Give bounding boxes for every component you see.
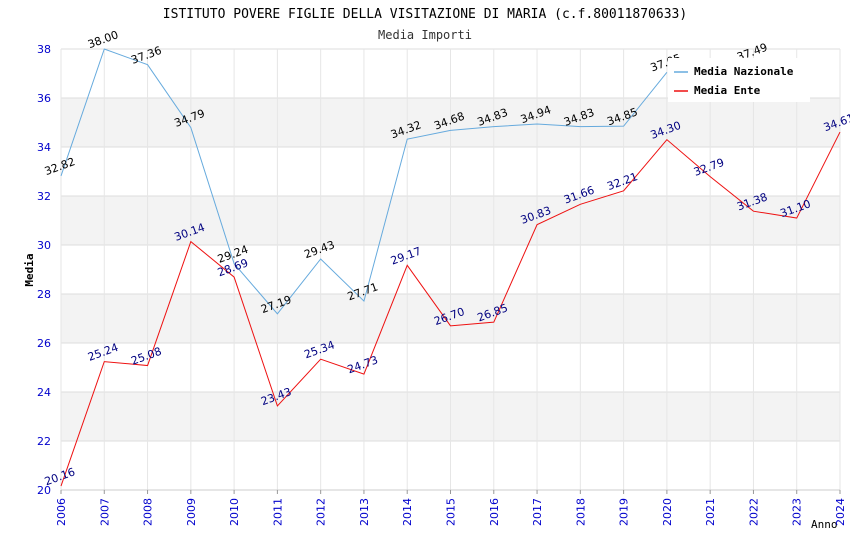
x-tick-label: 2007 xyxy=(98,498,111,526)
x-tick-label: 2021 xyxy=(704,498,717,526)
data-label-ente: 25.08 xyxy=(129,345,163,368)
x-tick-label: 2006 xyxy=(55,498,68,526)
x-tick-label: 2009 xyxy=(185,498,198,526)
y-tick-label: 26 xyxy=(37,337,51,350)
x-tick-label: 2008 xyxy=(142,498,155,526)
x-axis-ticks: 2006 2007 2008 2009 2010 2011 2012 2013 2014 2015… xyxy=(55,490,847,526)
x-tick-label: 2016 xyxy=(488,498,501,526)
x-tick-label: 2024 xyxy=(834,498,847,526)
x-tick-label: 2011 xyxy=(271,498,284,526)
x-tick-label: 2020 xyxy=(661,498,674,526)
x-tick-label: 2023 xyxy=(791,498,804,526)
data-label-ente: 29.17 xyxy=(389,245,423,268)
data-label-ente: 25.24 xyxy=(86,341,120,364)
series-line-nazionale xyxy=(60,48,668,315)
x-axis-label: Anno xyxy=(811,518,838,531)
y-tick-label: 28 xyxy=(37,288,51,301)
data-label-nazionale: 32.82 xyxy=(43,155,77,178)
legend-label-ente: Media Ente xyxy=(694,84,761,97)
x-tick-label: 2012 xyxy=(315,498,328,526)
legend-label-nazionale: Media Nazionale xyxy=(694,65,794,78)
y-axis-ticks: 20 22 24 26 28 30 32 34 36 38 xyxy=(37,43,51,497)
data-label-ente: 24.73 xyxy=(346,353,380,376)
y-axis-label: Media xyxy=(23,253,36,286)
y-tick-label: 38 xyxy=(37,43,51,56)
y-tick-label: 22 xyxy=(37,435,51,448)
y-tick-label: 32 xyxy=(37,190,51,203)
series-line-ente xyxy=(60,131,841,487)
y-tick-label: 20 xyxy=(37,484,51,497)
x-tick-label: 2010 xyxy=(228,498,241,526)
y-tick-label: 34 xyxy=(37,141,51,154)
x-tick-label: 2014 xyxy=(401,498,414,526)
data-label-ente: 20.16 xyxy=(43,465,77,488)
x-tick-label: 2013 xyxy=(358,498,371,526)
x-tick-label: 2017 xyxy=(531,498,544,526)
series-lines xyxy=(60,48,841,487)
data-label-nazionale: 38.00 xyxy=(86,28,120,51)
legend: Media Nazionale Media Ente xyxy=(668,58,810,102)
chart-title: ISTITUTO POVERE FIGLIE DELLA VISITAZIONE… xyxy=(163,7,687,22)
x-tick-label: 2019 xyxy=(618,498,631,526)
y-tick-label: 24 xyxy=(37,386,51,399)
chart-subtitle: Media Importi xyxy=(378,28,472,42)
legend-box xyxy=(668,58,810,102)
x-tick-label: 2018 xyxy=(574,498,587,526)
data-label-ente: 32.21 xyxy=(605,170,639,193)
x-tick-label: 2022 xyxy=(747,498,760,526)
y-tick-label: 30 xyxy=(37,239,51,252)
y-tick-label: 36 xyxy=(37,92,51,105)
data-label-nazionale: 37.36 xyxy=(129,44,163,67)
x-tick-label: 2015 xyxy=(445,498,458,526)
